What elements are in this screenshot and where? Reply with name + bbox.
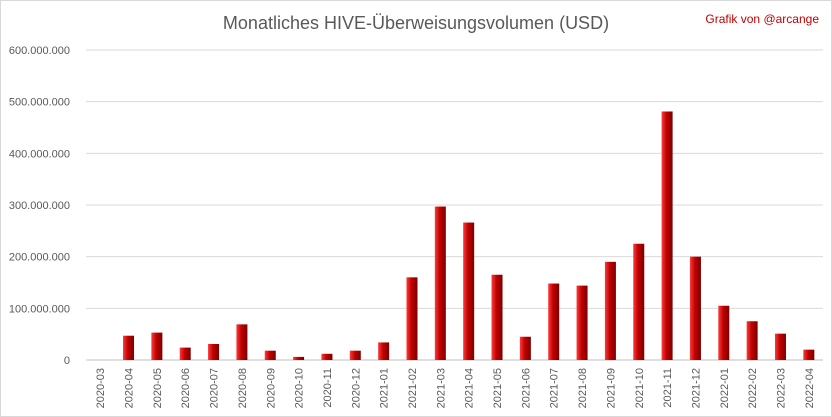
- x-tick-label: 2021-08: [577, 368, 589, 408]
- x-tick-label: 2020-03: [95, 368, 107, 408]
- x-axis-tick-labels: 2020-03 2020-04 2020-05 2020-06 2020-07 2020-…: [95, 368, 816, 408]
- bar-2022-03: [774, 333, 786, 360]
- bar-2022-01: [718, 305, 730, 360]
- x-tick-label: 2021-03: [435, 368, 447, 408]
- bar-2020-07: [208, 343, 220, 360]
- x-tick-label: 2021-04: [464, 368, 476, 408]
- bar-2021-08: [576, 285, 588, 360]
- bar-2021-06: [519, 336, 531, 360]
- bar-2021-03: [434, 206, 446, 360]
- x-tick-label: 2020-09: [265, 368, 277, 408]
- x-tick-label: 2022-02: [747, 368, 759, 408]
- bar-2022-02: [746, 321, 758, 360]
- x-tick-label: 2021-01: [379, 368, 391, 408]
- x-tick-label: 2020-08: [237, 368, 249, 408]
- y-tick-label: 300.000.000: [9, 200, 70, 212]
- chart-title: Monatliches HIVE-Überweisungsvolumen (US…: [222, 13, 610, 33]
- y-tick-label: 0: [64, 355, 70, 367]
- x-tick-label: 2021-06: [520, 368, 532, 408]
- x-tick-label: 2021-05: [492, 368, 504, 408]
- x-tick-label: 2021-11: [662, 368, 674, 408]
- bar-2021-11: [661, 111, 673, 360]
- bar-2022-04: [803, 349, 815, 360]
- grid-lines: [86, 49, 823, 361]
- bar-2021-12: [689, 256, 701, 360]
- y-tick-label: 500.000.000: [9, 97, 70, 109]
- y-tick-label: 100.000.000: [9, 303, 70, 315]
- x-tick-label: 2021-09: [605, 368, 617, 408]
- x-tick-label: 2021-10: [634, 368, 646, 408]
- y-tick-label: 400.000.000: [9, 148, 70, 160]
- y-axis-tick-labels: 0 100.000.000 200.000.000 300.000.000 400.00…: [9, 45, 70, 367]
- bar-2021-07: [548, 283, 560, 360]
- bar-2021-04: [463, 222, 475, 360]
- x-tick-label: 2022-03: [775, 368, 787, 408]
- x-tick-label: 2021-07: [549, 368, 561, 408]
- bar-2021-05: [491, 274, 503, 360]
- bar-2020-12: [349, 350, 361, 360]
- x-tick-label: 2020-05: [152, 368, 164, 408]
- x-tick-label: 2020-11: [322, 368, 334, 408]
- bar-2021-02: [406, 277, 418, 360]
- x-tick-label: 2021-02: [407, 368, 419, 408]
- x-tick-label: 2021-12: [690, 368, 702, 408]
- x-tick-label: 2020-10: [294, 368, 306, 408]
- bar-2020-11: [321, 353, 333, 360]
- bar-2020-08: [236, 324, 248, 360]
- bar-2020-06: [179, 347, 191, 360]
- bar-2021-01: [378, 342, 390, 360]
- x-tick-label: 2022-04: [804, 368, 816, 408]
- bar-2020-10: [293, 356, 305, 360]
- x-tick-label: 2020-06: [180, 368, 192, 408]
- bar-2020-04: [123, 335, 135, 360]
- y-tick-label: 200.000.000: [9, 252, 70, 264]
- chart-credit: Grafik von @arcange: [705, 12, 819, 26]
- x-tick-label: 2022-01: [719, 368, 731, 408]
- bar-2020-05: [151, 332, 163, 360]
- x-tick-label: 2020-07: [209, 368, 221, 408]
- x-tick-label: 2020-04: [124, 368, 136, 408]
- y-tick-label: 600.000.000: [9, 45, 70, 57]
- bar-2020-09: [264, 350, 276, 360]
- x-tick-label: 2020-12: [350, 368, 362, 408]
- bars: [123, 111, 815, 360]
- bar-2021-09: [604, 261, 616, 360]
- bar-2021-10: [633, 243, 645, 360]
